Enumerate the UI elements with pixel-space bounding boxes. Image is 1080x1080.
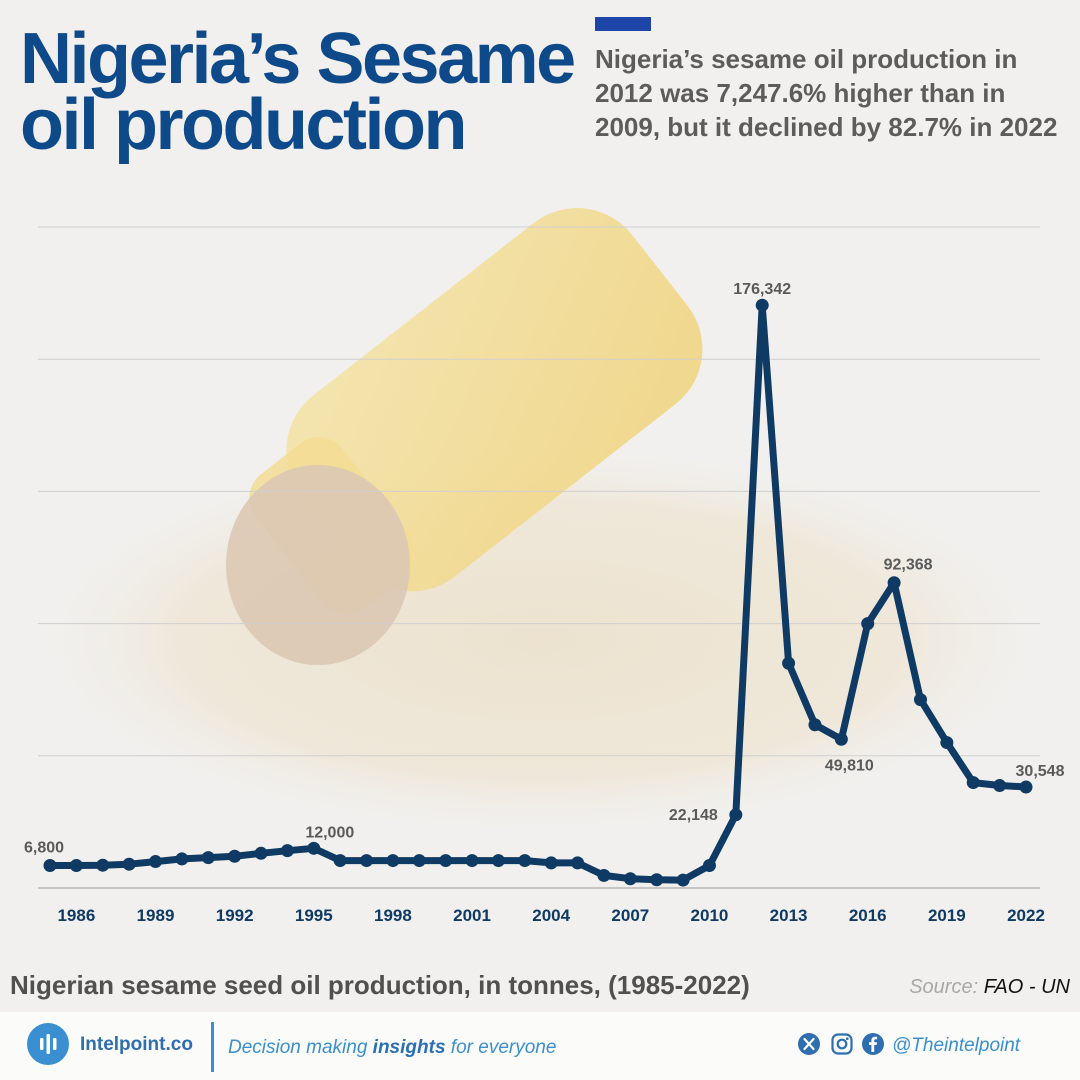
data-label: 49,810 <box>825 757 874 774</box>
chart-caption: Nigerian sesame seed oil production, in … <box>10 970 750 1000</box>
data-point <box>122 857 136 871</box>
x-tick-label: 2013 <box>770 906 808 925</box>
data-point <box>676 873 690 887</box>
data-point <box>729 808 743 822</box>
data-point <box>571 856 585 870</box>
data-point <box>993 779 1007 793</box>
social-handle[interactable]: @Theintelpoint <box>892 1035 1021 1056</box>
data-points <box>43 298 1033 887</box>
data-point <box>623 872 637 886</box>
x-icon[interactable] <box>797 1032 821 1056</box>
data-point <box>465 854 479 868</box>
x-tick-label: 1998 <box>374 906 412 925</box>
data-point <box>518 854 532 868</box>
x-tick-label: 1995 <box>295 906 333 925</box>
data-point <box>861 617 875 631</box>
data-point <box>360 854 374 868</box>
data-point <box>755 298 769 312</box>
data-point <box>808 718 822 732</box>
data-point <box>333 854 347 868</box>
data-point <box>254 846 268 860</box>
x-tick-label: 2022 <box>1007 906 1045 925</box>
source-value: FAO - UN <box>983 976 1070 998</box>
tagline-pre: Decision making <box>228 1037 373 1058</box>
intelpoint-logo-icon[interactable] <box>27 1023 69 1065</box>
series-line-group <box>46 301 1030 884</box>
x-tick-label: 2010 <box>691 906 729 925</box>
data-point <box>386 854 400 868</box>
data-point <box>782 656 796 670</box>
facebook-icon[interactable] <box>861 1032 885 1056</box>
data-label: 176,342 <box>733 281 791 298</box>
x-tick-label: 1989 <box>137 906 175 925</box>
x-tick-label: 2004 <box>532 906 570 925</box>
data-point <box>412 854 426 868</box>
data-point <box>544 856 558 870</box>
x-tick-label: 1992 <box>216 906 254 925</box>
data-point <box>597 868 611 882</box>
footer-bar: Intelpoint.co Decision making insights f… <box>0 1012 1080 1080</box>
data-point <box>96 858 110 872</box>
x-axis-ticks: 1986 1989 1992 1995 1998 2001 2004 2007 2010 2013… <box>57 906 1044 925</box>
page-title: Nigeria’s Sesame oil production <box>20 23 590 161</box>
data-point <box>1019 780 1033 794</box>
data-point <box>439 854 453 868</box>
title-line-1: Nigeria’s Sesame <box>20 19 576 99</box>
data-point <box>702 859 716 873</box>
data-label: 92,368 <box>884 557 933 574</box>
data-label: 22,148 <box>669 807 718 824</box>
headline-text: Nigeria’s sesame oil production in 2012 … <box>595 44 1058 142</box>
data-point <box>175 852 189 866</box>
data-point <box>307 841 321 855</box>
brand-link[interactable]: Intelpoint.co <box>80 1034 193 1055</box>
x-tick-label: 1986 <box>57 906 95 925</box>
data-point <box>887 576 901 590</box>
series-line <box>46 301 1030 884</box>
data-point <box>149 855 163 869</box>
data-point <box>834 732 848 746</box>
x-tick-label: 2007 <box>611 906 649 925</box>
data-point <box>913 693 927 707</box>
data-point <box>43 859 57 873</box>
source-note: Source: FAO - UN <box>909 976 1070 999</box>
data-label: 6,800 <box>24 840 64 857</box>
accent-bar <box>595 17 651 31</box>
data-label: 12,000 <box>305 824 354 841</box>
data-point <box>940 736 954 750</box>
data-point <box>966 776 980 790</box>
data-point <box>491 854 505 868</box>
data-point <box>280 844 294 858</box>
x-tick-label: 2001 <box>453 906 491 925</box>
footer-divider <box>211 1022 214 1072</box>
source-label: Source: <box>909 976 979 998</box>
tagline-post: for everyone <box>445 1037 557 1058</box>
data-label: 30,548 <box>1016 763 1065 780</box>
tagline: Decision making insights for everyone <box>228 1037 556 1059</box>
data-point <box>650 873 664 887</box>
tagline-bold: insights <box>372 1037 446 1058</box>
data-point <box>228 849 242 863</box>
x-tick-label: 2019 <box>928 906 966 925</box>
x-tick-label: 2016 <box>849 906 887 925</box>
title-line-2: oil production <box>20 85 467 165</box>
data-point <box>201 851 215 865</box>
data-point <box>69 859 83 873</box>
instagram-icon[interactable] <box>830 1032 854 1056</box>
data-labels: 6,800 12,000 22,148 176,342 49,810 92,368 30,5… <box>24 281 1065 856</box>
